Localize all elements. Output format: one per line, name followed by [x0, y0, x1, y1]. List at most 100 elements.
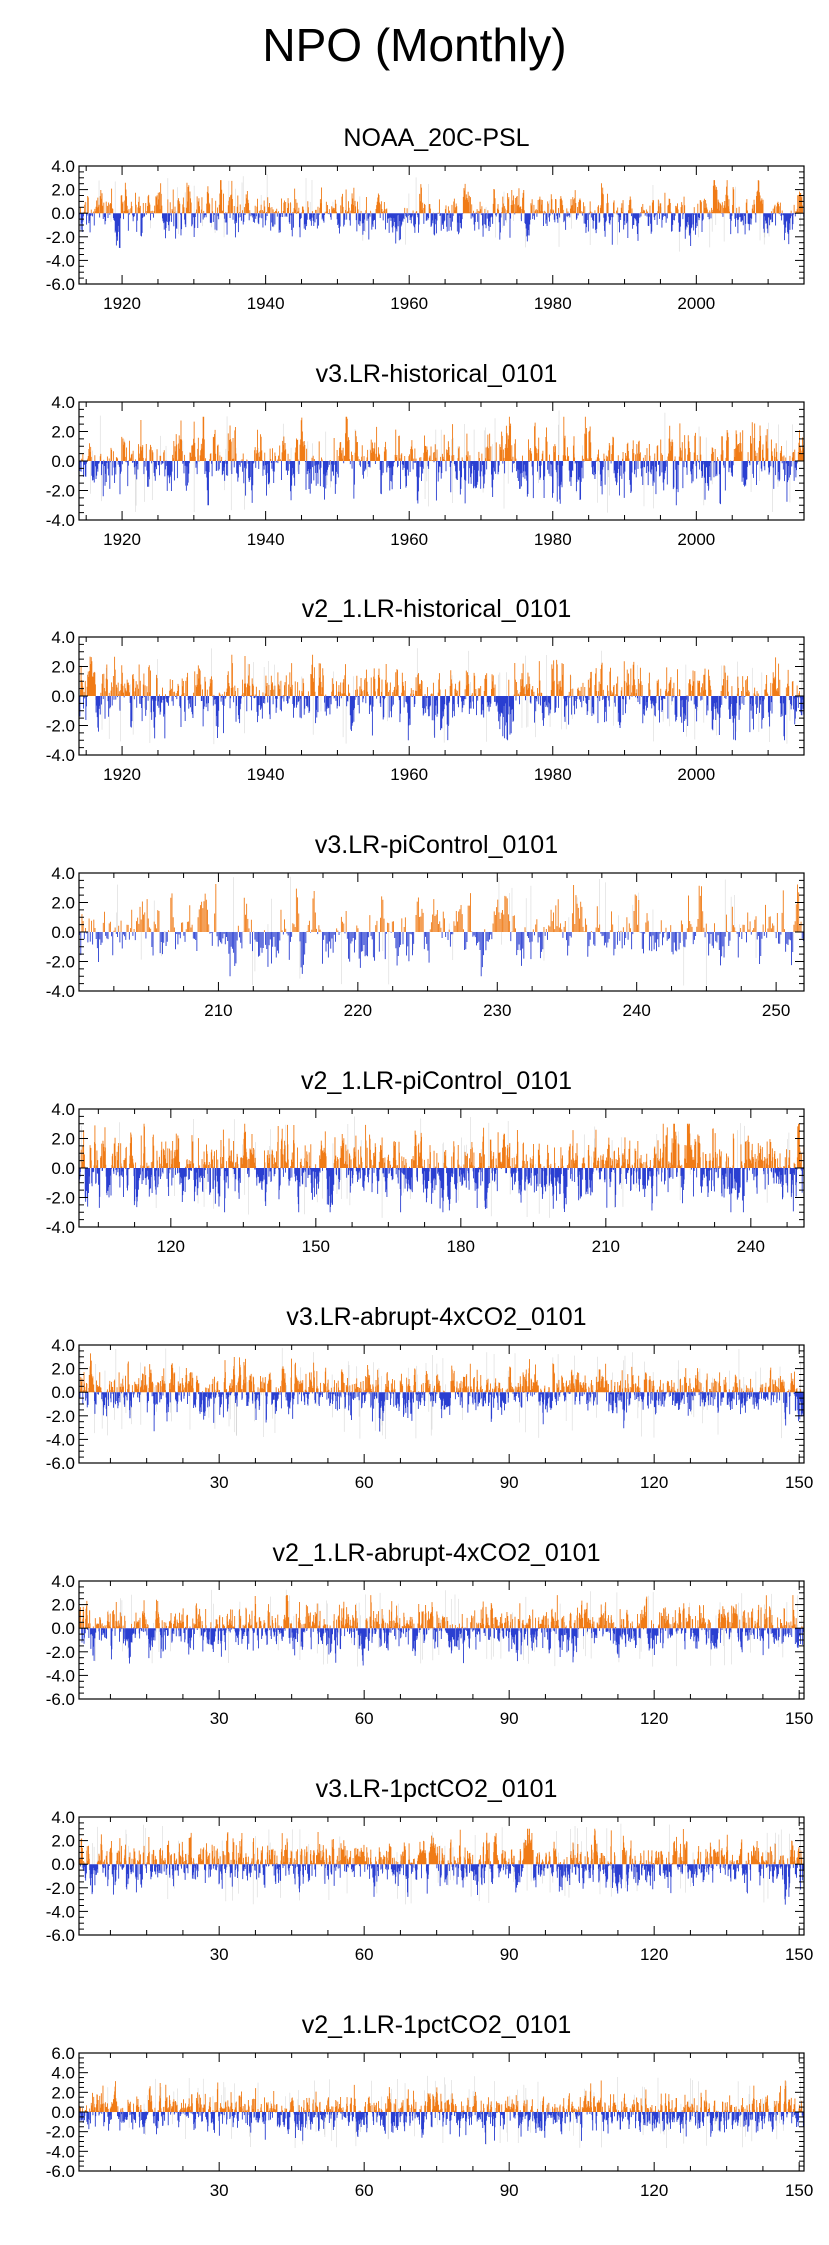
chart-title: v2_1.LR-abrupt-4xCO2_0101: [273, 1539, 601, 1567]
y-tick-label: 2.0: [51, 1596, 75, 1615]
series-bars-positive: [81, 883, 802, 932]
page-title: NPO (Monthly): [262, 19, 567, 71]
y-tick-label: 4.0: [51, 1336, 75, 1355]
x-tick-label: 150: [785, 2181, 813, 2200]
x-tick-label: 1940: [247, 765, 285, 784]
series-bars-negative: [79, 1392, 805, 1432]
series-bars-negative: [79, 932, 804, 977]
chart-title: v3.LR-historical_0101: [316, 360, 558, 388]
x-tick-label: 230: [483, 1001, 511, 1020]
y-tick-label: 0.0: [51, 923, 75, 942]
y-tick-label: -6.0: [46, 1454, 75, 1473]
x-tick-label: 120: [640, 1709, 668, 1728]
y-tick-label: 0.0: [51, 687, 75, 706]
series-bars-negative: [78, 213, 805, 249]
y-tick-label: 0.0: [51, 1383, 75, 1402]
series-bars-positive: [80, 654, 800, 696]
x-tick-label: 150: [785, 1709, 813, 1728]
y-tick-label: -2.0: [46, 1189, 75, 1208]
chart-panel-4: v3.LR-piControl_0101 4.0 2.0 0.0 -2.0 -4.0 210…: [46, 831, 805, 1020]
y-tick-label: -4.0: [46, 982, 75, 1001]
series-bars-background: [86, 174, 802, 252]
y-tick-label: 2.0: [51, 1832, 75, 1851]
chart-title: v3.LR-piControl_0101: [315, 831, 558, 859]
series-bars-positive: [78, 1595, 805, 1629]
x-tick-label: 220: [344, 1001, 372, 1020]
x-tick-label: 90: [500, 1945, 519, 1964]
y-tick-label: -2.0: [46, 1879, 75, 1898]
y-tick-label: -4.0: [46, 1666, 75, 1685]
series-bars-positive: [78, 1353, 803, 1393]
plot-frame: [78, 1816, 805, 1936]
x-tick-label: 1920: [103, 765, 141, 784]
y-tick-label: 4.0: [51, 1100, 75, 1119]
chart-panel-9: v2_1.LR-1pctCO2_0101 6.04.02.00.0-2.0-4.0…: [46, 2011, 814, 2200]
y-tick-label: 4.0: [51, 157, 75, 176]
x-tick-label: 240: [623, 1001, 651, 1020]
x-tick-label: 30: [210, 1945, 229, 1964]
y-tick-label: 0.0: [51, 1855, 75, 1874]
y-tick-label: 2.0: [51, 181, 75, 200]
y-tick-label: 2.0: [51, 423, 75, 442]
x-tick-label: 60: [355, 1945, 374, 1964]
x-tick-label: 90: [500, 1473, 519, 1492]
x-tick-label: 30: [210, 2181, 229, 2200]
y-tick-label: 2.0: [51, 2083, 75, 2102]
x-tick-label: 120: [640, 2181, 668, 2200]
y-tick-label: -4.0: [46, 511, 75, 530]
y-tick-label: -4.0: [46, 1902, 75, 1921]
chart-title: NOAA_20C-PSL: [343, 124, 529, 152]
chart-panel-6: v3.LR-abrupt-4xCO2_0101 4.0 2.0 0.0 -2.0 -4.0…: [46, 1303, 814, 1492]
y-tick-label: -2.0: [46, 482, 75, 501]
y-tick-label: 2.0: [51, 894, 75, 913]
x-tick-label: 1920: [103, 530, 141, 549]
series-bars-negative: [78, 461, 798, 506]
chart-title: v2_1.LR-historical_0101: [302, 595, 572, 623]
x-tick-label: 120: [640, 1945, 668, 1964]
y-tick-label: -4.0: [46, 746, 75, 765]
y-tick-label: -2.0: [46, 717, 75, 736]
x-tick-label: 150: [302, 1237, 330, 1256]
y-tick-label: -6.0: [46, 1690, 75, 1709]
x-tick-label: 1960: [390, 294, 428, 313]
x-tick-label: 1960: [390, 765, 428, 784]
y-tick-label: 4.0: [51, 2064, 75, 2083]
x-tick-label: 1920: [103, 294, 141, 313]
x-tick-label: 250: [762, 1001, 790, 1020]
y-tick-label: 2.0: [51, 1130, 75, 1149]
y-tick-label: 4.0: [51, 1572, 75, 1591]
x-tick-label: 90: [500, 2181, 519, 2200]
y-tick-label: -2.0: [46, 228, 75, 247]
y-tick-label: 4.0: [51, 628, 75, 647]
chart-title: v3.LR-abrupt-4xCO2_0101: [286, 1303, 586, 1331]
series-bars-negative: [78, 1168, 804, 1213]
x-tick-label: 60: [355, 2181, 374, 2200]
x-tick-label: 120: [157, 1237, 185, 1256]
chart-title: v2_1.LR-1pctCO2_0101: [302, 2011, 572, 2039]
series-bars-negative: [79, 1864, 804, 1905]
x-tick-label: 180: [447, 1237, 475, 1256]
chart-panel-5: v2_1.LR-piControl_0101 4.0 2.0 0.0 -2.0 -4.0 1…: [46, 1067, 805, 1256]
y-tick-label: 0.0: [51, 204, 75, 223]
y-tick-label: -4.0: [46, 251, 75, 270]
x-tick-label: 1980: [534, 765, 572, 784]
y-tick-label: 4.0: [51, 864, 75, 883]
y-tick-label: -4.0: [46, 2142, 75, 2161]
x-tick-label: 60: [355, 1709, 374, 1728]
x-tick-label: 2000: [677, 294, 715, 313]
series-bars-negative: [79, 2112, 805, 2145]
y-tick-label: -2.0: [46, 2123, 75, 2142]
x-tick-label: 240: [737, 1237, 765, 1256]
series-bars-negative: [81, 1628, 804, 1666]
y-tick-label: -6.0: [46, 2162, 75, 2181]
x-tick-label: 120: [640, 1473, 668, 1492]
x-tick-label: 210: [592, 1237, 620, 1256]
series-bars-positive: [80, 1123, 805, 1168]
x-tick-label: 2000: [677, 765, 715, 784]
y-tick-label: 6.0: [51, 2044, 75, 2063]
x-tick-label: 1940: [247, 294, 285, 313]
chart-title: v3.LR-1pctCO2_0101: [316, 1775, 558, 1803]
series-bars-positive: [81, 416, 805, 461]
y-tick-label: 4.0: [51, 393, 75, 412]
